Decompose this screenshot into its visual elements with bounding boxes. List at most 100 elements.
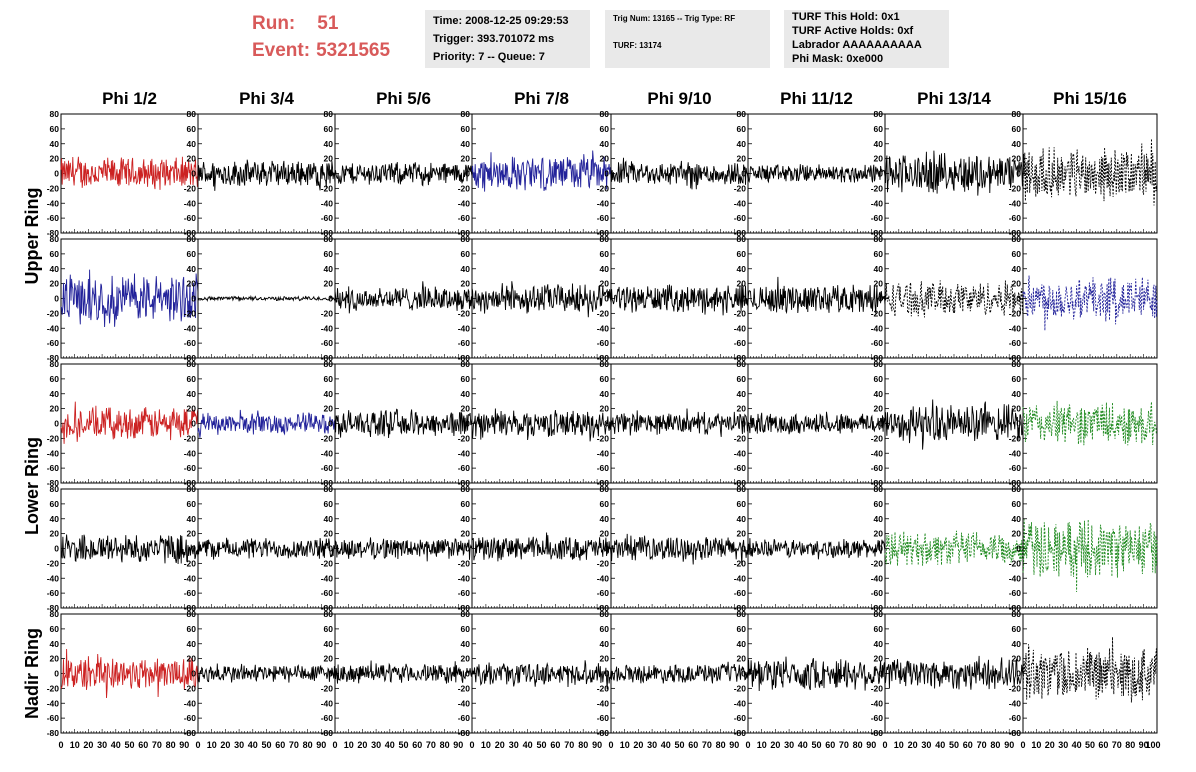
waveform-panel: -80 -60 -40 -20 0 20 40 60 80 [184,359,336,488]
y-tick-label: 20 [461,404,471,414]
priority-text: Priority: 7 -- Queue: 7 [433,51,545,63]
y-tick-label: 20 [874,154,884,164]
y-tick-label: 80 [874,109,884,119]
y-tick-label: 80 [461,234,471,244]
waveform-panel: -80 -60 -40 -20 0 20 40 60 80 [734,234,886,363]
y-tick-label: -20 [47,683,60,693]
y-tick-label: -40 [184,448,197,458]
y-tick-label: -80 [47,228,60,238]
y-tick-label: -20 [47,308,60,318]
x-tick-label: 30 [234,740,244,750]
waveform-panel: -80 -60 -40 -20 0 20 40 60 80 [734,359,886,488]
y-tick-label: -80 [734,228,747,238]
y-tick-label: -80 [47,478,60,488]
y-tick-label: -60 [597,588,610,598]
y-tick-label: -40 [1009,323,1022,333]
y-tick-label: -80 [734,353,747,363]
y-tick-label: 80 [874,234,884,244]
y-tick-label: 0 [878,419,883,429]
waveform-line [747,411,886,435]
y-tick-label: 60 [187,124,197,134]
y-tick-label: 60 [600,624,610,634]
labrador-text: Labrador AAAAAAAAAA [792,39,922,51]
x-tick-label: 0 [608,740,613,750]
waveform-panel: -80 -60 -40 -20 0 20 40 60 80 [734,109,886,238]
y-tick-label: 0 [1016,294,1021,304]
y-tick-label: 40 [737,639,747,649]
run-row: Run: 51 [252,10,390,37]
y-tick-label: 40 [461,389,471,399]
y-tick-label: 60 [461,374,471,384]
y-tick-label: -20 [734,183,747,193]
y-tick-label: 80 [324,484,334,494]
column-header: Phi 5/6 [376,89,431,108]
y-tick-label: 0 [878,544,883,554]
y-tick-label: -80 [871,228,884,238]
y-tick-label: -60 [321,213,334,223]
y-tick-label: 60 [737,624,747,634]
x-tick-label: 10 [1031,740,1041,750]
y-tick-label: 60 [600,249,610,259]
y-tick-label: 40 [874,139,884,149]
y-tick-label: -60 [734,463,747,473]
trigger-text: Trigger: 393.701072 ms [433,33,555,45]
x-tick-label: 10 [757,740,767,750]
y-tick-label: 0 [328,669,333,679]
x-tick-label: 40 [1072,740,1082,750]
y-tick-label: -60 [47,338,60,348]
x-tick-label: 10 [207,740,217,750]
y-tick-label: -20 [734,308,747,318]
run-value: 51 [317,13,339,34]
y-tick-label: 80 [1012,484,1022,494]
x-tick-label: 60 [688,740,698,750]
event-value: 5321565 [316,40,391,61]
y-tick-label: -60 [597,463,610,473]
y-tick-label: -60 [47,213,60,223]
x-tick-label: 40 [661,740,671,750]
x-tick-label: 60 [275,740,285,750]
y-tick-label: -80 [184,603,197,613]
y-tick-label: 60 [324,249,334,259]
y-tick-label: 80 [50,234,60,244]
y-tick-label: 0 [191,544,196,554]
waveform-line [334,537,473,562]
waveform-line [60,156,199,190]
y-tick-label: -40 [321,323,334,333]
waveform-line [610,533,749,566]
y-tick-label: 80 [600,234,610,244]
y-tick-label: 80 [50,609,60,619]
x-tick-label: 70 [839,740,849,750]
y-tick-label: -40 [597,323,610,333]
y-tick-label: -20 [871,683,884,693]
x-tick-label: 0 [1020,740,1025,750]
x-tick-label: 30 [371,740,381,750]
x-tick-label: 60 [412,740,422,750]
x-tick-label: 90 [592,740,602,750]
y-tick-label: 20 [600,279,610,289]
y-tick-label: 80 [737,609,747,619]
y-tick-label: -40 [47,573,60,583]
y-tick-label: 60 [50,124,60,134]
y-tick-label: -40 [47,198,60,208]
y-tick-label: -20 [1009,308,1022,318]
y-tick-label: -80 [734,478,747,488]
y-tick-label: 40 [187,514,197,524]
y-tick-label: 60 [1012,249,1022,259]
y-tick-label: -60 [47,713,60,723]
y-tick-label: -20 [184,183,197,193]
x-tick-label: 60 [138,740,148,750]
y-tick-label: 80 [600,609,610,619]
y-tick-label: 40 [874,389,884,399]
x-tick-label: 40 [385,740,395,750]
y-tick-label: -80 [47,353,60,363]
y-tick-label: 80 [737,109,747,119]
y-tick-label: -80 [321,728,334,738]
y-tick-label: 60 [874,124,884,134]
y-tick-label: 40 [50,139,60,149]
waveform-panel: -80 -60 -40 -20 0 20 40 60 80 [47,484,199,613]
y-tick-label: -20 [1009,683,1022,693]
x-tick-label: 20 [357,740,367,750]
x-tick-label: 50 [1085,740,1095,750]
x-tick-label: 70 [977,740,987,750]
y-tick-label: 20 [600,654,610,664]
